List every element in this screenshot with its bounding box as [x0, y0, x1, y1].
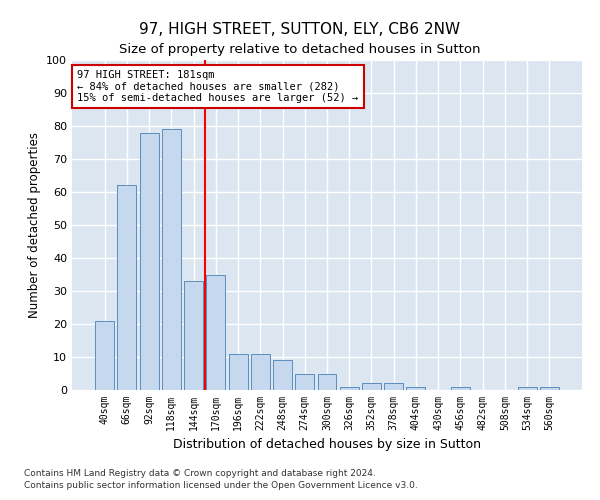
Text: Contains public sector information licensed under the Open Government Licence v3: Contains public sector information licen… [24, 480, 418, 490]
Bar [229, 354, 248, 390]
Bar [95, 320, 114, 390]
Bar [518, 386, 536, 390]
Bar [340, 386, 359, 390]
Bar [140, 132, 158, 390]
Text: 97, HIGH STREET, SUTTON, ELY, CB6 2NW: 97, HIGH STREET, SUTTON, ELY, CB6 2NW [139, 22, 461, 38]
Bar [118, 186, 136, 390]
Bar [362, 384, 381, 390]
Text: Size of property relative to detached houses in Sutton: Size of property relative to detached ho… [119, 42, 481, 56]
Bar [384, 384, 403, 390]
X-axis label: Distribution of detached houses by size in Sutton: Distribution of detached houses by size … [173, 438, 481, 452]
Y-axis label: Number of detached properties: Number of detached properties [28, 132, 41, 318]
Bar [295, 374, 314, 390]
Bar [540, 386, 559, 390]
Bar [273, 360, 292, 390]
Bar [317, 374, 337, 390]
Text: Contains HM Land Registry data © Crown copyright and database right 2024.: Contains HM Land Registry data © Crown c… [24, 469, 376, 478]
Bar [162, 130, 181, 390]
Bar [406, 386, 425, 390]
Bar [251, 354, 270, 390]
Bar [184, 281, 203, 390]
Bar [206, 274, 225, 390]
Text: 97 HIGH STREET: 181sqm
← 84% of detached houses are smaller (282)
15% of semi-de: 97 HIGH STREET: 181sqm ← 84% of detached… [77, 70, 358, 103]
Bar [451, 386, 470, 390]
